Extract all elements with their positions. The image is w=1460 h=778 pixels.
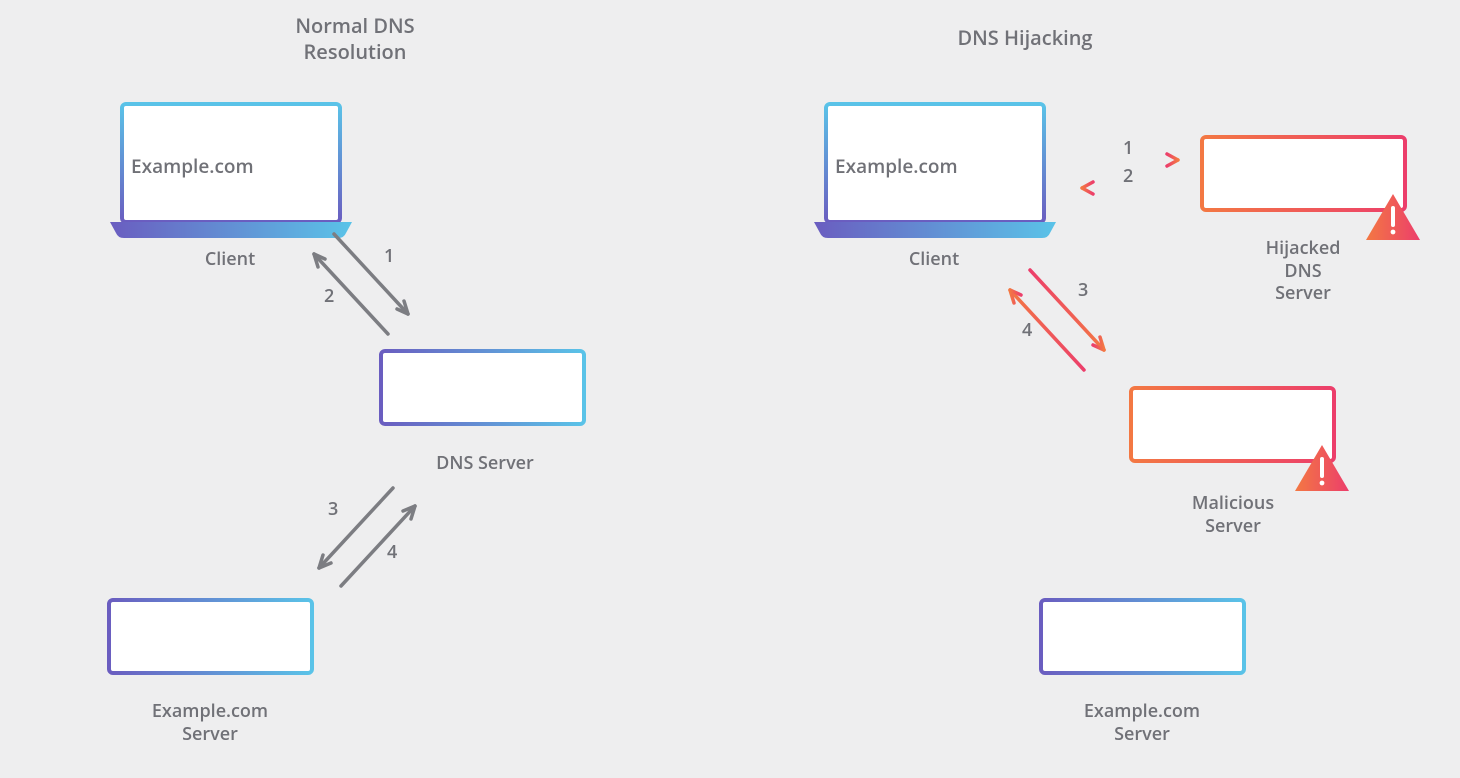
right-client-screen-text: Example.com [835,155,1035,179]
left-dns-server-label: DNS Server [400,452,570,475]
left-example-server-label: Example.com Server [120,700,300,745]
right-client-label: Client [869,248,999,271]
left-arrow-4 [341,506,415,586]
right-hijacked-dns-label: Hijacked DNS Server [1228,237,1378,305]
right-hijacked-dns-server-icon [1202,137,1420,240]
left-step-2: 2 [324,284,334,308]
right-step-1: 1 [1123,136,1133,160]
left-arrow-1 [334,234,408,314]
diagram-svg [0,0,1460,778]
right-malicious-server-icon [1131,388,1349,491]
right-example-server-icon [1041,600,1244,687]
right-step-2: 2 [1123,164,1133,188]
right-step-3: 3 [1078,278,1088,302]
right-panel-title: DNS Hijacking [920,25,1130,51]
left-dns-server-icon [381,351,584,438]
left-step-1: 1 [384,244,394,268]
right-example-server-label: Example.com Server [1052,700,1232,745]
right-arrow-3 [1030,270,1104,350]
right-step-4: 4 [1022,318,1032,342]
left-example-server-icon [109,600,312,687]
diagram-canvas: Normal DNS Resolution DNS Hijacking Exam… [0,0,1460,778]
right-malicious-server-label: Malicious Server [1148,492,1318,537]
left-panel-title: Normal DNS Resolution [250,13,460,65]
left-step-3: 3 [328,497,338,521]
left-step-4: 4 [387,540,397,564]
left-client-label: Client [165,248,295,271]
left-client-screen-text: Example.com [131,155,331,179]
